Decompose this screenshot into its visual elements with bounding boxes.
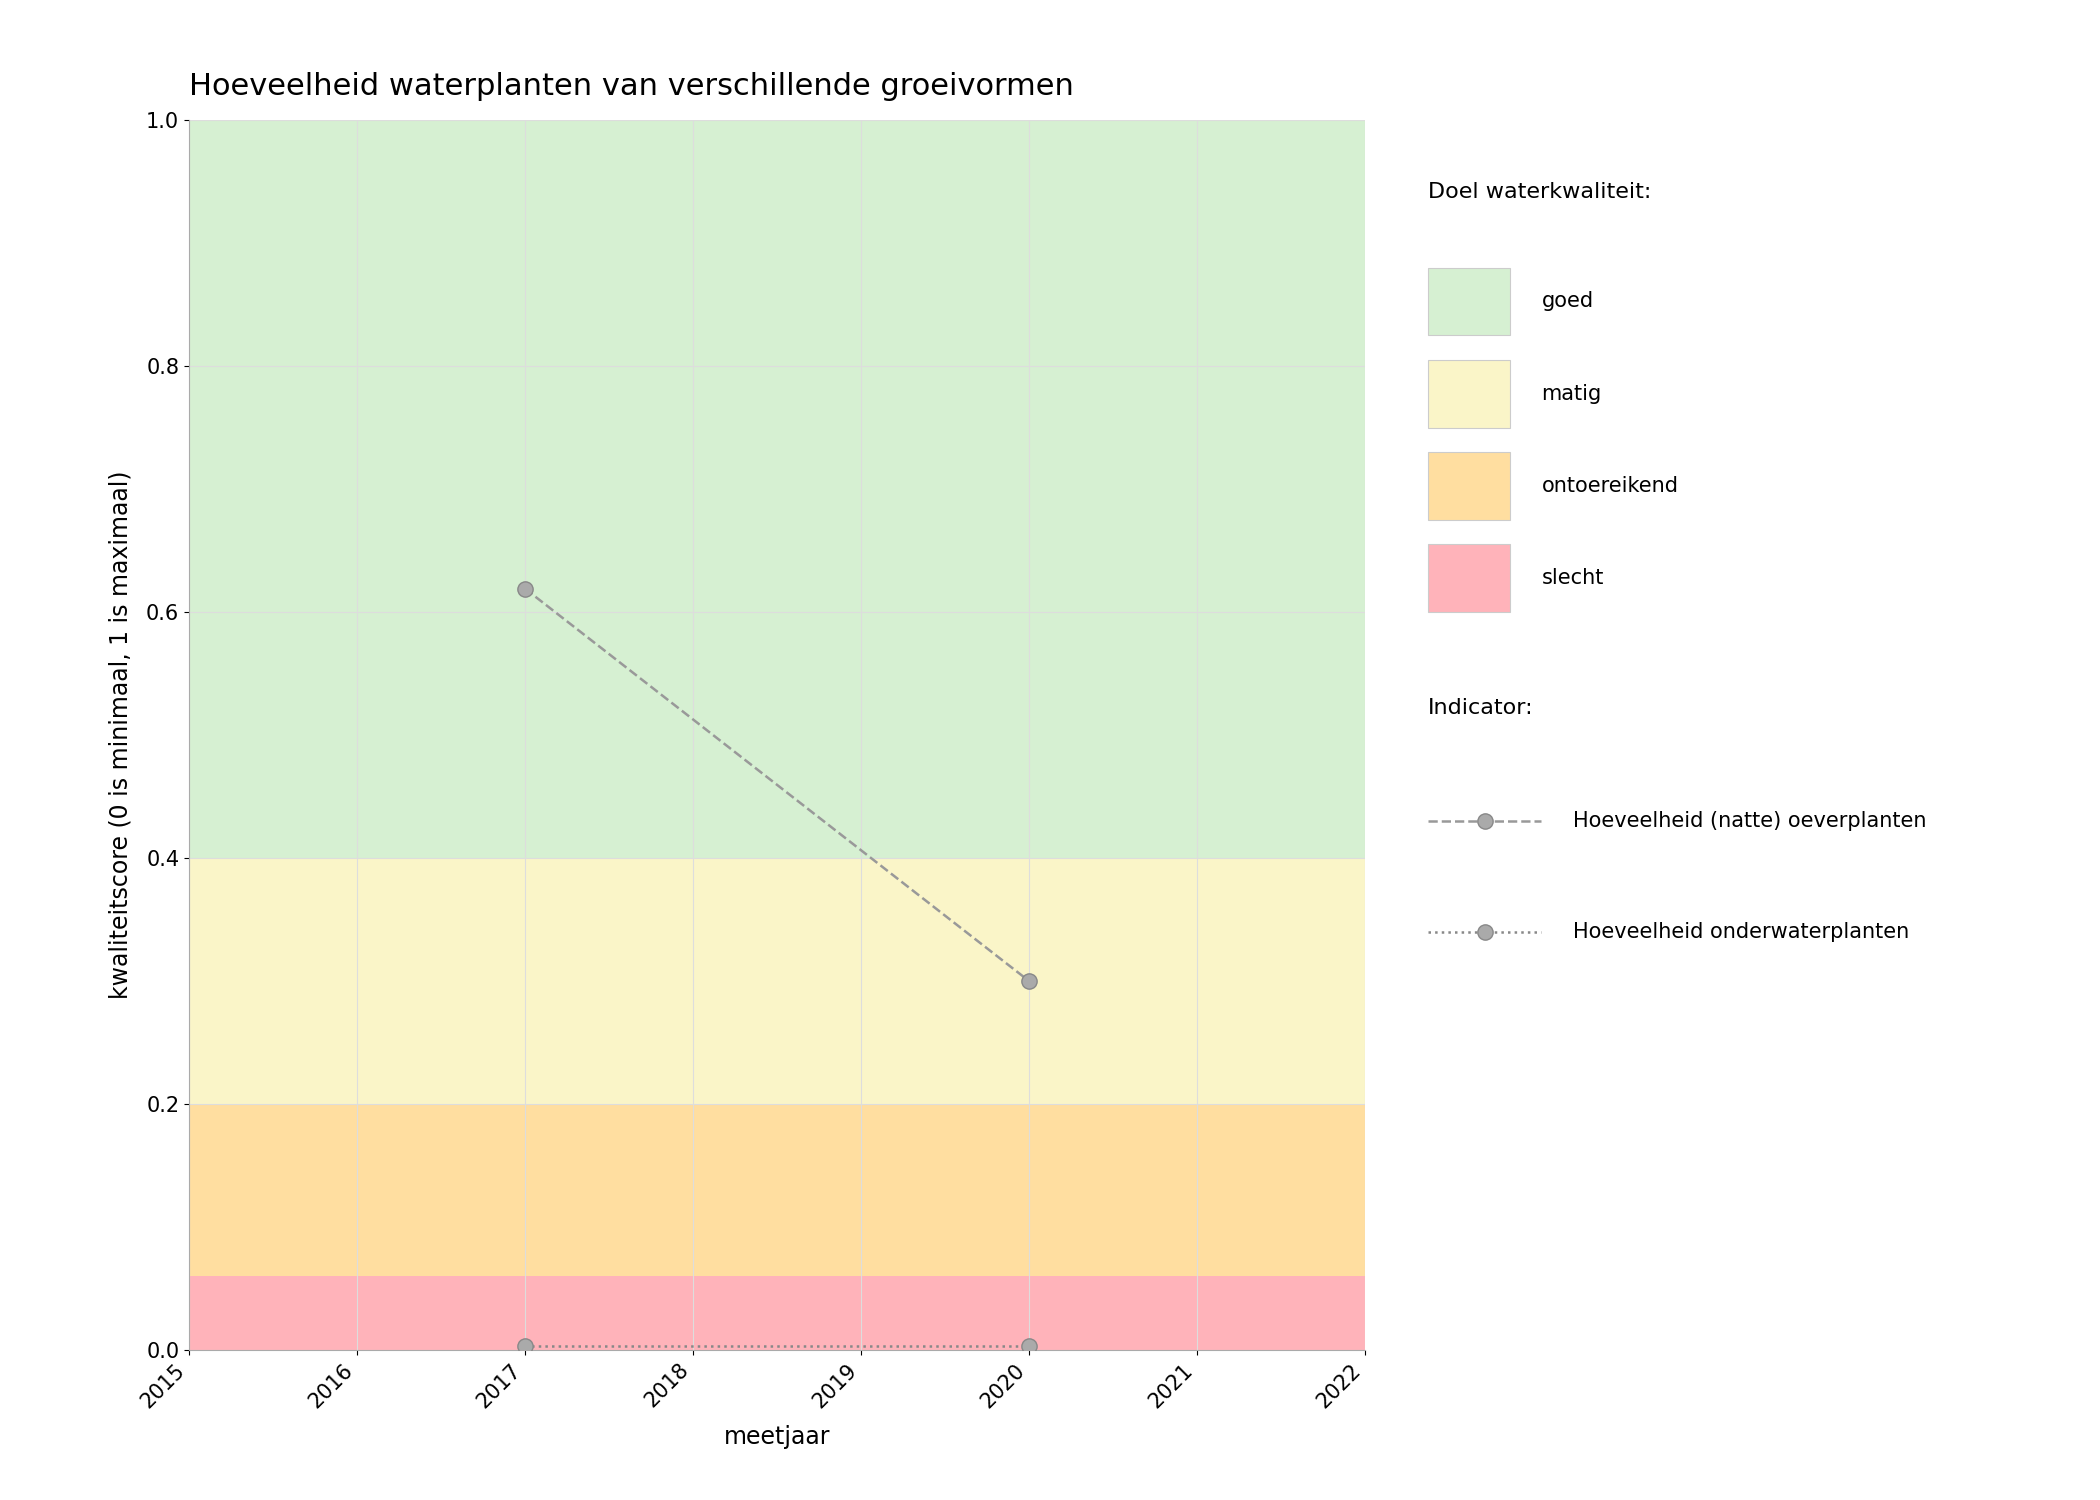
FancyBboxPatch shape bbox=[1428, 267, 1510, 336]
Text: goed: goed bbox=[1541, 291, 1594, 312]
Text: Indicator:: Indicator: bbox=[1428, 698, 1533, 718]
Text: slecht: slecht bbox=[1541, 568, 1604, 588]
FancyBboxPatch shape bbox=[1428, 360, 1510, 428]
FancyBboxPatch shape bbox=[1428, 544, 1510, 612]
FancyBboxPatch shape bbox=[1428, 452, 1510, 520]
Text: matig: matig bbox=[1541, 384, 1602, 404]
Bar bbox=[189, 858, 1365, 1104]
Bar bbox=[189, 120, 1365, 858]
Text: Hoeveelheid onderwaterplanten: Hoeveelheid onderwaterplanten bbox=[1573, 922, 1909, 942]
Y-axis label: kwaliteitscore (0 is minimaal, 1 is maximaal): kwaliteitscore (0 is minimaal, 1 is maxi… bbox=[107, 471, 132, 999]
X-axis label: meetjaar: meetjaar bbox=[724, 1425, 830, 1449]
Bar bbox=[189, 1104, 1365, 1276]
Text: Hoeveelheid (natte) oeverplanten: Hoeveelheid (natte) oeverplanten bbox=[1573, 812, 1926, 831]
Text: Doel waterkwaliteit:: Doel waterkwaliteit: bbox=[1428, 182, 1651, 201]
Text: Hoeveelheid waterplanten van verschillende groeivormen: Hoeveelheid waterplanten van verschillen… bbox=[189, 72, 1073, 100]
Bar bbox=[189, 1276, 1365, 1350]
Text: ontoereikend: ontoereikend bbox=[1541, 476, 1678, 496]
